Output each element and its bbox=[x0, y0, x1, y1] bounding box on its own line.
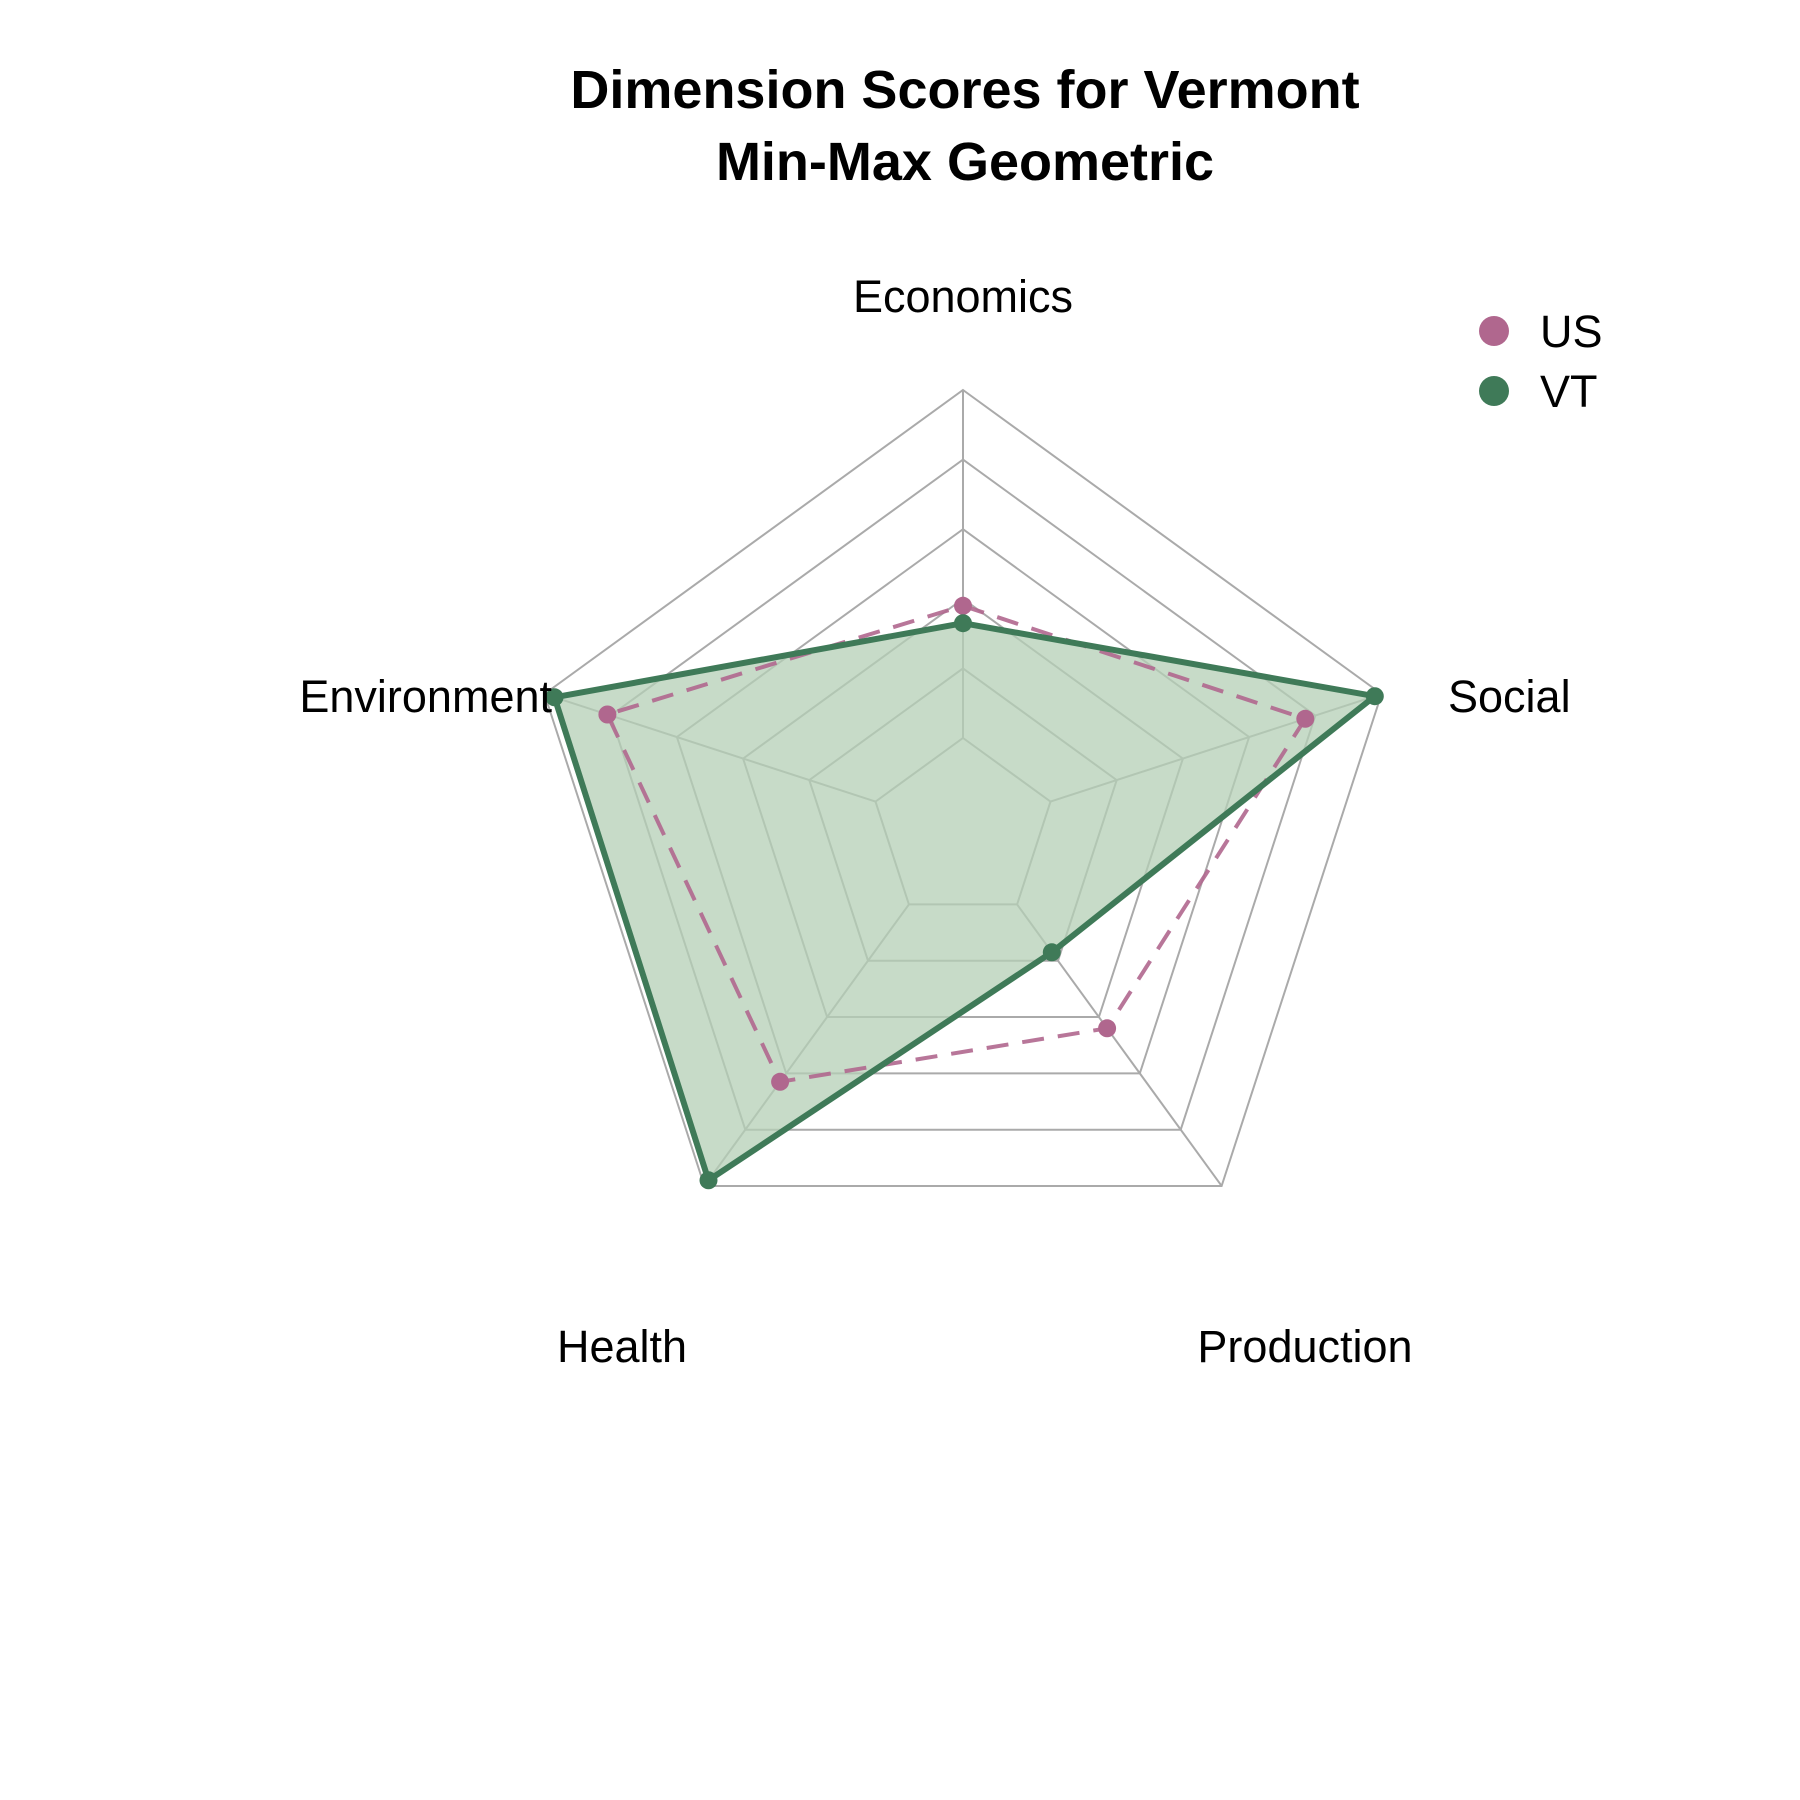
data-point-vt-environment bbox=[545, 688, 564, 707]
data-point-vt-production bbox=[1042, 943, 1061, 962]
radar-series bbox=[545, 596, 1384, 1190]
legend-label-vt: VT bbox=[1540, 366, 1598, 417]
axis-labels: Economics Social Production Health Environme… bbox=[299, 271, 1570, 1372]
data-point-vt-health bbox=[699, 1171, 718, 1190]
grid-ring-5 bbox=[543, 388, 1383, 1187]
legend-marker-vt bbox=[1479, 376, 1509, 406]
data-point-vt-social bbox=[1365, 687, 1384, 706]
chart-title: Dimension Scores for Vermont bbox=[570, 60, 1359, 120]
data-point-us-social bbox=[1296, 709, 1315, 728]
series-fill-vt bbox=[554, 623, 1375, 1181]
axis-label-social: Social bbox=[1448, 671, 1571, 722]
data-point-us-production bbox=[1098, 1019, 1117, 1038]
axis-label-environment: Environment bbox=[299, 671, 552, 722]
data-point-vt-economics bbox=[954, 614, 972, 633]
data-point-us-environment bbox=[598, 705, 617, 724]
axis-label-economics: Economics bbox=[853, 271, 1073, 322]
series-line-us bbox=[605, 603, 1308, 1084]
axis-label-production: Production bbox=[1197, 1321, 1412, 1372]
series-line-vt bbox=[551, 620, 1378, 1184]
legend: US VT bbox=[1479, 306, 1603, 417]
axis-label-health: Health bbox=[557, 1321, 687, 1372]
chart-subtitle: Min-Max Geometric bbox=[716, 132, 1214, 192]
legend-marker-us bbox=[1479, 316, 1509, 346]
legend-label-us: US bbox=[1540, 306, 1603, 357]
data-point-us-economics bbox=[954, 596, 972, 615]
data-point-us-health bbox=[771, 1072, 790, 1091]
